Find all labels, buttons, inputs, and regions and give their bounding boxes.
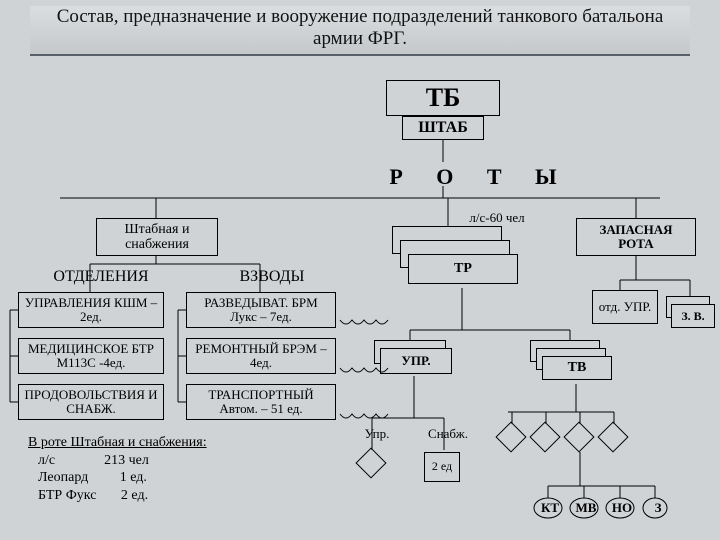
mv-label: МВ [572, 500, 600, 516]
ls60-label: л/с-60 чел [452, 210, 542, 226]
node-2ed: 2 ед [424, 452, 460, 482]
zv-label: З. В. [681, 309, 704, 324]
snabzh-text: Снабж. [418, 426, 478, 442]
no-label: НО [608, 500, 636, 516]
section-3: ПРОДОВОЛЬСТВИЯ И СНАБЖ. [18, 384, 164, 420]
node-hq-supply: Штабная и снабжения [96, 218, 218, 256]
hq-supply-label: Штабная и снабжения [101, 222, 213, 253]
diamond-3 [563, 421, 594, 452]
otd-upr-label: отд. УПР. [599, 300, 651, 314]
platoon-1: РАЗВЕДЫВАТ. БРМ Лукс – 7ед. [186, 292, 336, 328]
section-2: МЕДИЦИНСКОЕ БТР М113С -4ед. [18, 338, 164, 374]
diamond-4 [597, 421, 628, 452]
tr-stack: ТР [392, 226, 522, 298]
reserve-label: ЗАПАСНАЯ РОТА [581, 223, 691, 252]
node-otd-upr: отд. УПР. [592, 290, 658, 324]
two-ed-label: 2 ед [432, 460, 452, 473]
zv-stack: З. В. [666, 296, 720, 336]
node-shtab: ШТАБ [402, 116, 484, 140]
tb-label: ТБ [426, 84, 461, 113]
tv-stack: ТВ [530, 340, 630, 388]
shtab-label: ШТАБ [418, 119, 468, 137]
z-label: З [648, 500, 668, 516]
roty-letters: Р О Т Ы [380, 164, 580, 190]
note-l2: л/с 213 чел [28, 452, 328, 470]
upr-stack: УПР. [374, 340, 464, 384]
platoon-2: РЕМОНТНЫЙ БРЭМ – 4ед. [186, 338, 336, 374]
diamond-2 [529, 421, 560, 452]
note-l1: В роте Штабная и снабжения: [28, 434, 328, 452]
node-tb: ТБ [386, 80, 500, 116]
note-block: В роте Штабная и снабжения: л/с 213 чел … [28, 434, 328, 504]
node-reserve: ЗАПАСНАЯ РОТА [576, 218, 696, 256]
tr-label: ТР [454, 261, 472, 277]
section-1: УПРАВЛЕНИЯ КШМ – 2ед. [18, 292, 164, 328]
upr-big-label: УПР. [401, 353, 430, 369]
sections-header: ОТДЕЛЕНИЯ [26, 268, 176, 286]
tv-label: ТВ [568, 360, 587, 376]
platoon-3: ТРАНСПОРТНЫЙ Автом. – 51 ед. [186, 384, 336, 420]
page-title: Состав, предназначение и вооружение подр… [30, 6, 690, 56]
kt-label: КТ [536, 500, 564, 516]
diamond-1 [495, 421, 526, 452]
note-l3: Леопард 1 ед. [28, 469, 328, 487]
note-l4: БТР Фукс 2 ед. [28, 487, 328, 505]
upr-text: Упр. [352, 426, 402, 442]
platoons-header: ВЗВОДЫ [212, 268, 332, 286]
diamond-upr [355, 447, 386, 478]
